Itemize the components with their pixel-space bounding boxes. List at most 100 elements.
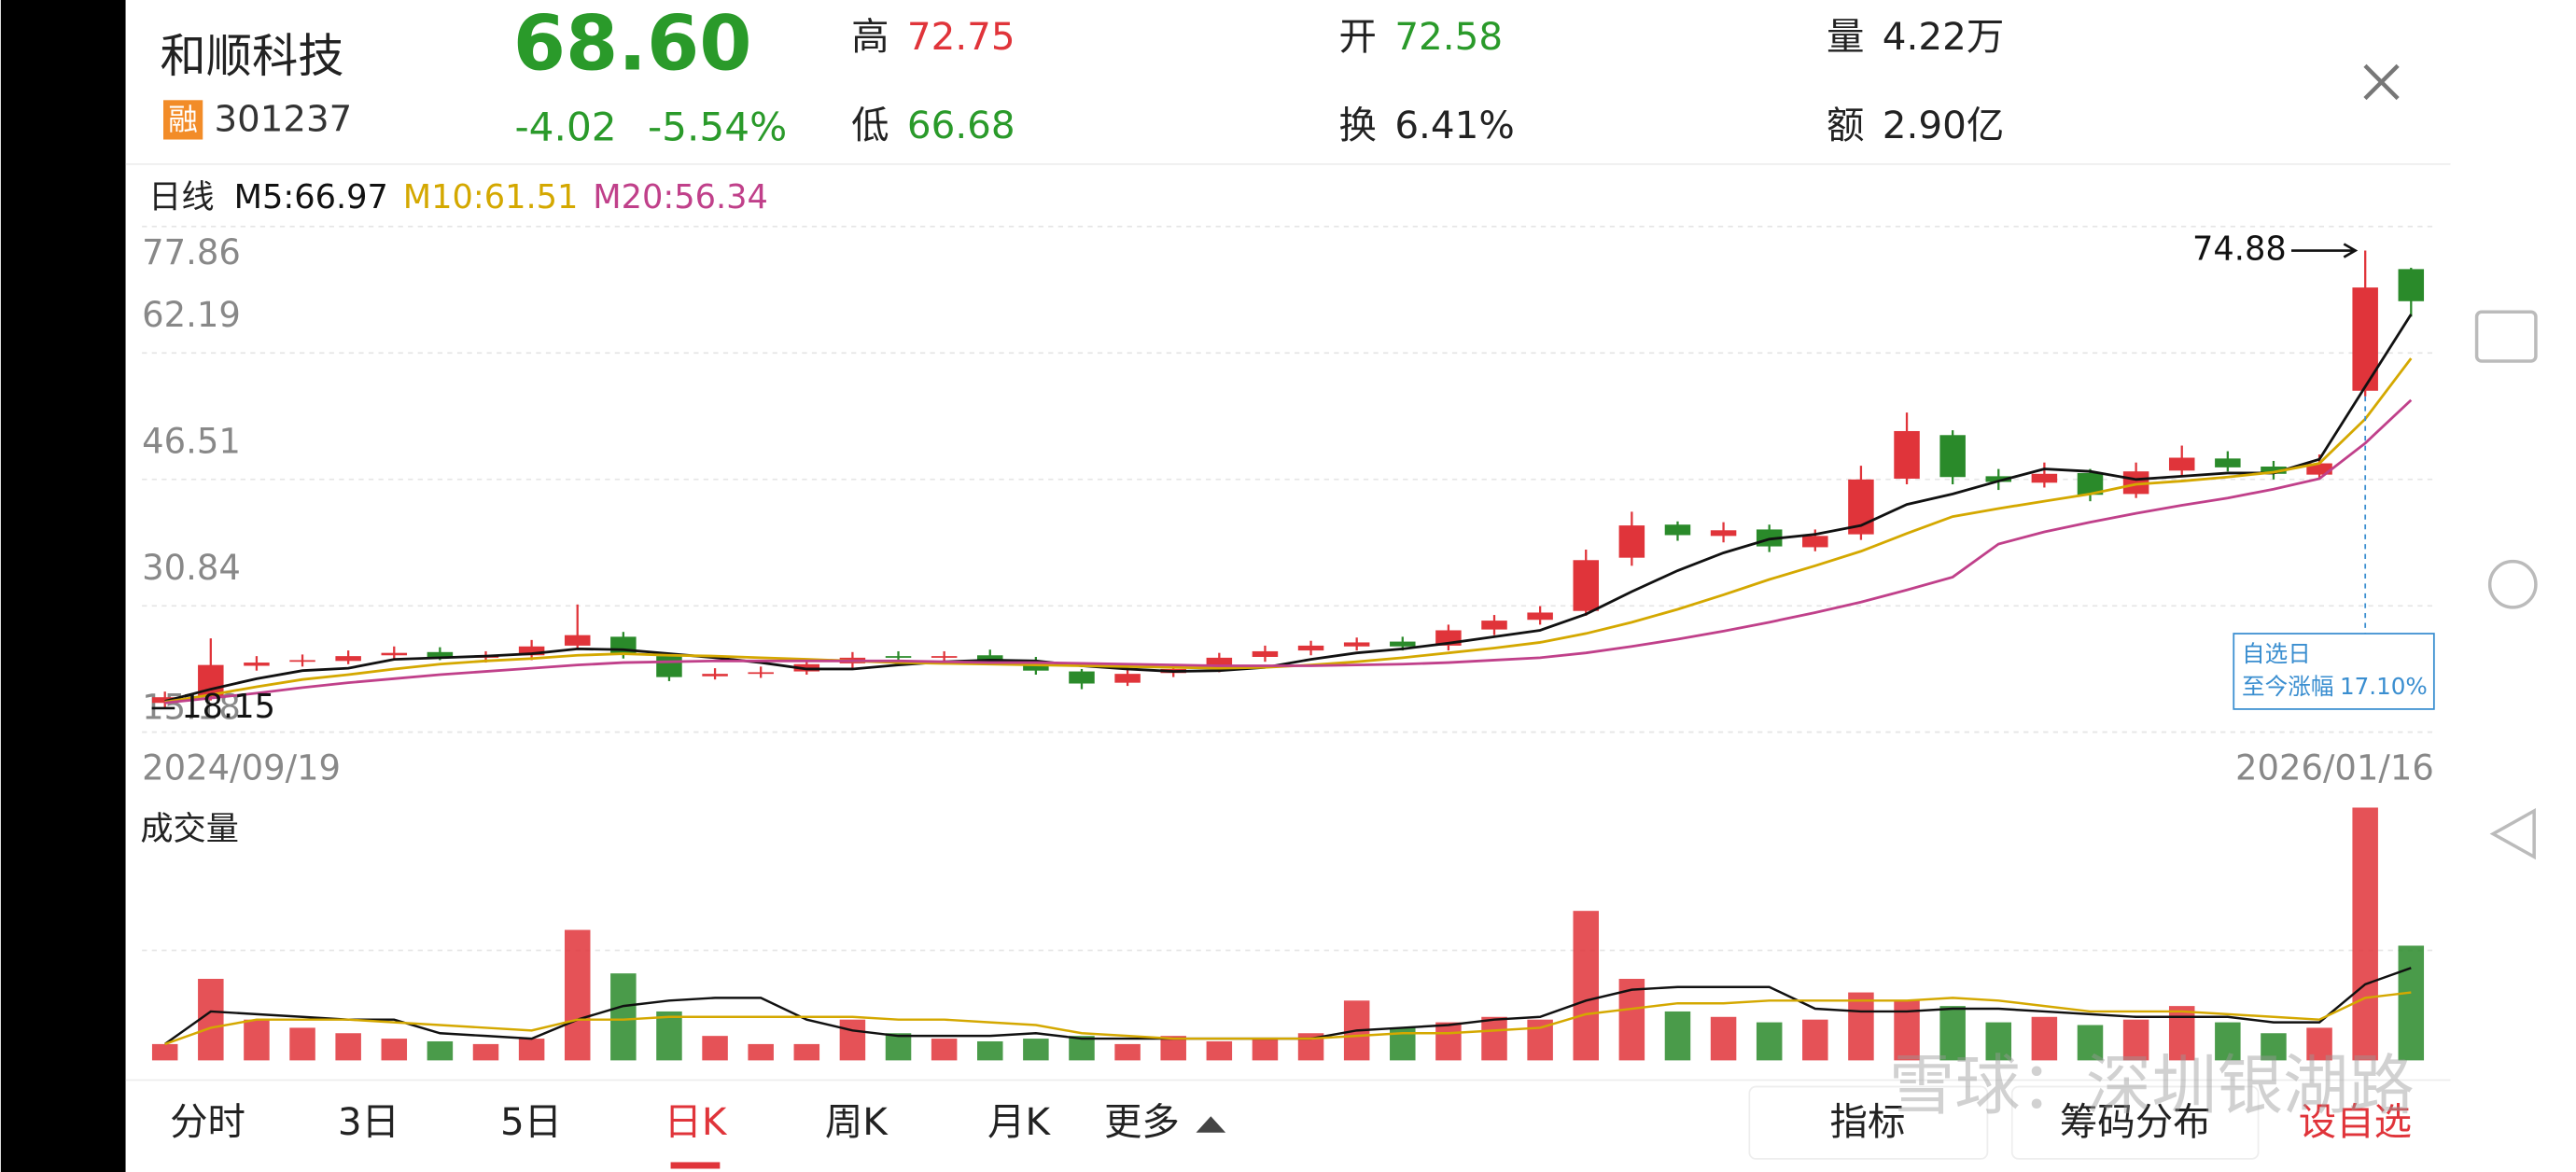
tab[interactable]: 月K <box>987 1099 1051 1144</box>
candle-body <box>610 636 637 655</box>
candle-body <box>2215 458 2241 467</box>
volume-bar <box>2077 1025 2104 1061</box>
volume-bar <box>1206 1040 1233 1061</box>
more-arrow <box>1196 1116 1226 1133</box>
y-tick-label: 46.51 <box>142 422 241 462</box>
volume-bar <box>702 1036 728 1061</box>
candle-body <box>656 656 682 677</box>
button[interactable]: 筹码分布 <box>2060 1099 2211 1144</box>
candle-body <box>1297 645 1324 651</box>
volume-bar <box>839 1019 866 1061</box>
stock-code: 301237 <box>215 99 353 141</box>
candle-body <box>748 672 774 675</box>
candle-body <box>2306 463 2332 475</box>
nav-home[interactable] <box>2487 559 2538 609</box>
volume-bar <box>1252 1039 1279 1061</box>
candle-body <box>1894 430 1920 479</box>
period-label: 日线 <box>148 178 214 216</box>
tooltip-label: 至今涨幅 <box>2242 673 2333 700</box>
stock-name: 和顺科技 <box>160 29 343 83</box>
stat-label: 高 <box>851 14 889 59</box>
volume-bar <box>977 1040 1003 1061</box>
candle-body <box>2031 473 2058 483</box>
button[interactable]: 设自选 <box>2299 1099 2412 1144</box>
stat-value: 72.58 <box>1394 14 1503 59</box>
tab[interactable]: 更多 <box>1104 1099 1180 1144</box>
candle-body <box>1343 642 1370 647</box>
change-pct: -5.54% <box>648 104 787 149</box>
candle-body <box>289 660 315 663</box>
button[interactable]: 指标 <box>1830 1099 1906 1144</box>
candle-body <box>518 646 545 656</box>
volume-bar <box>1664 1011 1691 1061</box>
volume-bar <box>518 1039 545 1061</box>
change: -4.02 <box>514 104 616 149</box>
volume-bar <box>2215 1022 2241 1061</box>
volume-bar <box>381 1039 408 1061</box>
button-frame[interactable] <box>1748 1085 1989 1160</box>
y-tick-label: 62.19 <box>142 295 241 335</box>
volume-bar <box>427 1040 454 1061</box>
nav-recent[interactable] <box>2474 310 2538 363</box>
volume-bar <box>2398 945 2425 1061</box>
tab[interactable]: 分时 <box>170 1099 245 1144</box>
min-label: 18.15 <box>181 688 275 726</box>
stat-value: 4.22万 <box>1883 14 2004 59</box>
nav-back[interactable] <box>2489 807 2536 860</box>
volume-bar <box>1114 1043 1141 1061</box>
button-frame[interactable] <box>2010 1085 2260 1160</box>
volume-bar <box>472 1043 499 1061</box>
candle-body <box>2077 472 2104 495</box>
stat-value: 72.75 <box>907 14 1015 59</box>
candle-body <box>885 656 912 658</box>
volume-bar <box>1435 1022 1462 1061</box>
volume-bar <box>1160 1036 1186 1061</box>
candle-body <box>1802 536 1828 548</box>
legend-entry: M10:61.51 <box>403 178 579 216</box>
candle-body <box>1206 657 1233 669</box>
candle-body <box>381 652 408 656</box>
volume-bar <box>748 1043 774 1061</box>
stat-value: 6.41% <box>1394 103 1514 147</box>
volume-bar <box>1573 911 1599 1061</box>
candle-body <box>1985 476 2012 482</box>
tab[interactable]: 日K <box>664 1099 727 1144</box>
volume-bar <box>564 929 591 1061</box>
volume-bar <box>885 1033 912 1061</box>
tab[interactable]: 3日 <box>338 1099 399 1144</box>
legend-entry: M20:56.34 <box>593 178 768 216</box>
candle-body <box>2168 457 2195 471</box>
volume-bar <box>793 1043 820 1061</box>
close-button[interactable] <box>2363 63 2400 101</box>
volume-bar <box>1848 992 1874 1061</box>
volume-bar <box>198 978 224 1061</box>
stat-label: 低 <box>851 103 889 147</box>
candle-body <box>1664 524 1691 536</box>
candle-body <box>2398 269 2425 301</box>
volume-bar <box>335 1033 361 1061</box>
candle-body <box>1573 560 1599 611</box>
candle-body <box>564 635 591 646</box>
badge: 融 <box>168 104 198 137</box>
left-bezel <box>0 0 126 1172</box>
candle-body <box>2352 287 2378 391</box>
y-tick-label: 30.84 <box>142 548 241 588</box>
candle-body <box>931 656 958 658</box>
stat-label: 换 <box>1339 103 1377 147</box>
volume-bar <box>610 973 637 1061</box>
candle-body <box>1390 641 1416 647</box>
candle-body <box>1939 435 1966 478</box>
candle-body <box>335 656 361 662</box>
stat-label: 开 <box>1339 14 1377 59</box>
tab[interactable]: 5日 <box>500 1099 562 1144</box>
watermark: 雪球：深圳银湖路 <box>1889 1048 2415 1124</box>
candle-body <box>1481 621 1507 630</box>
volume-bar <box>2261 1033 2287 1061</box>
volume-bar <box>151 1043 178 1061</box>
volume-bar <box>1023 1039 1049 1061</box>
tab[interactable]: 周K <box>825 1099 889 1144</box>
candle-body <box>977 655 1003 662</box>
candle-body <box>244 663 270 666</box>
